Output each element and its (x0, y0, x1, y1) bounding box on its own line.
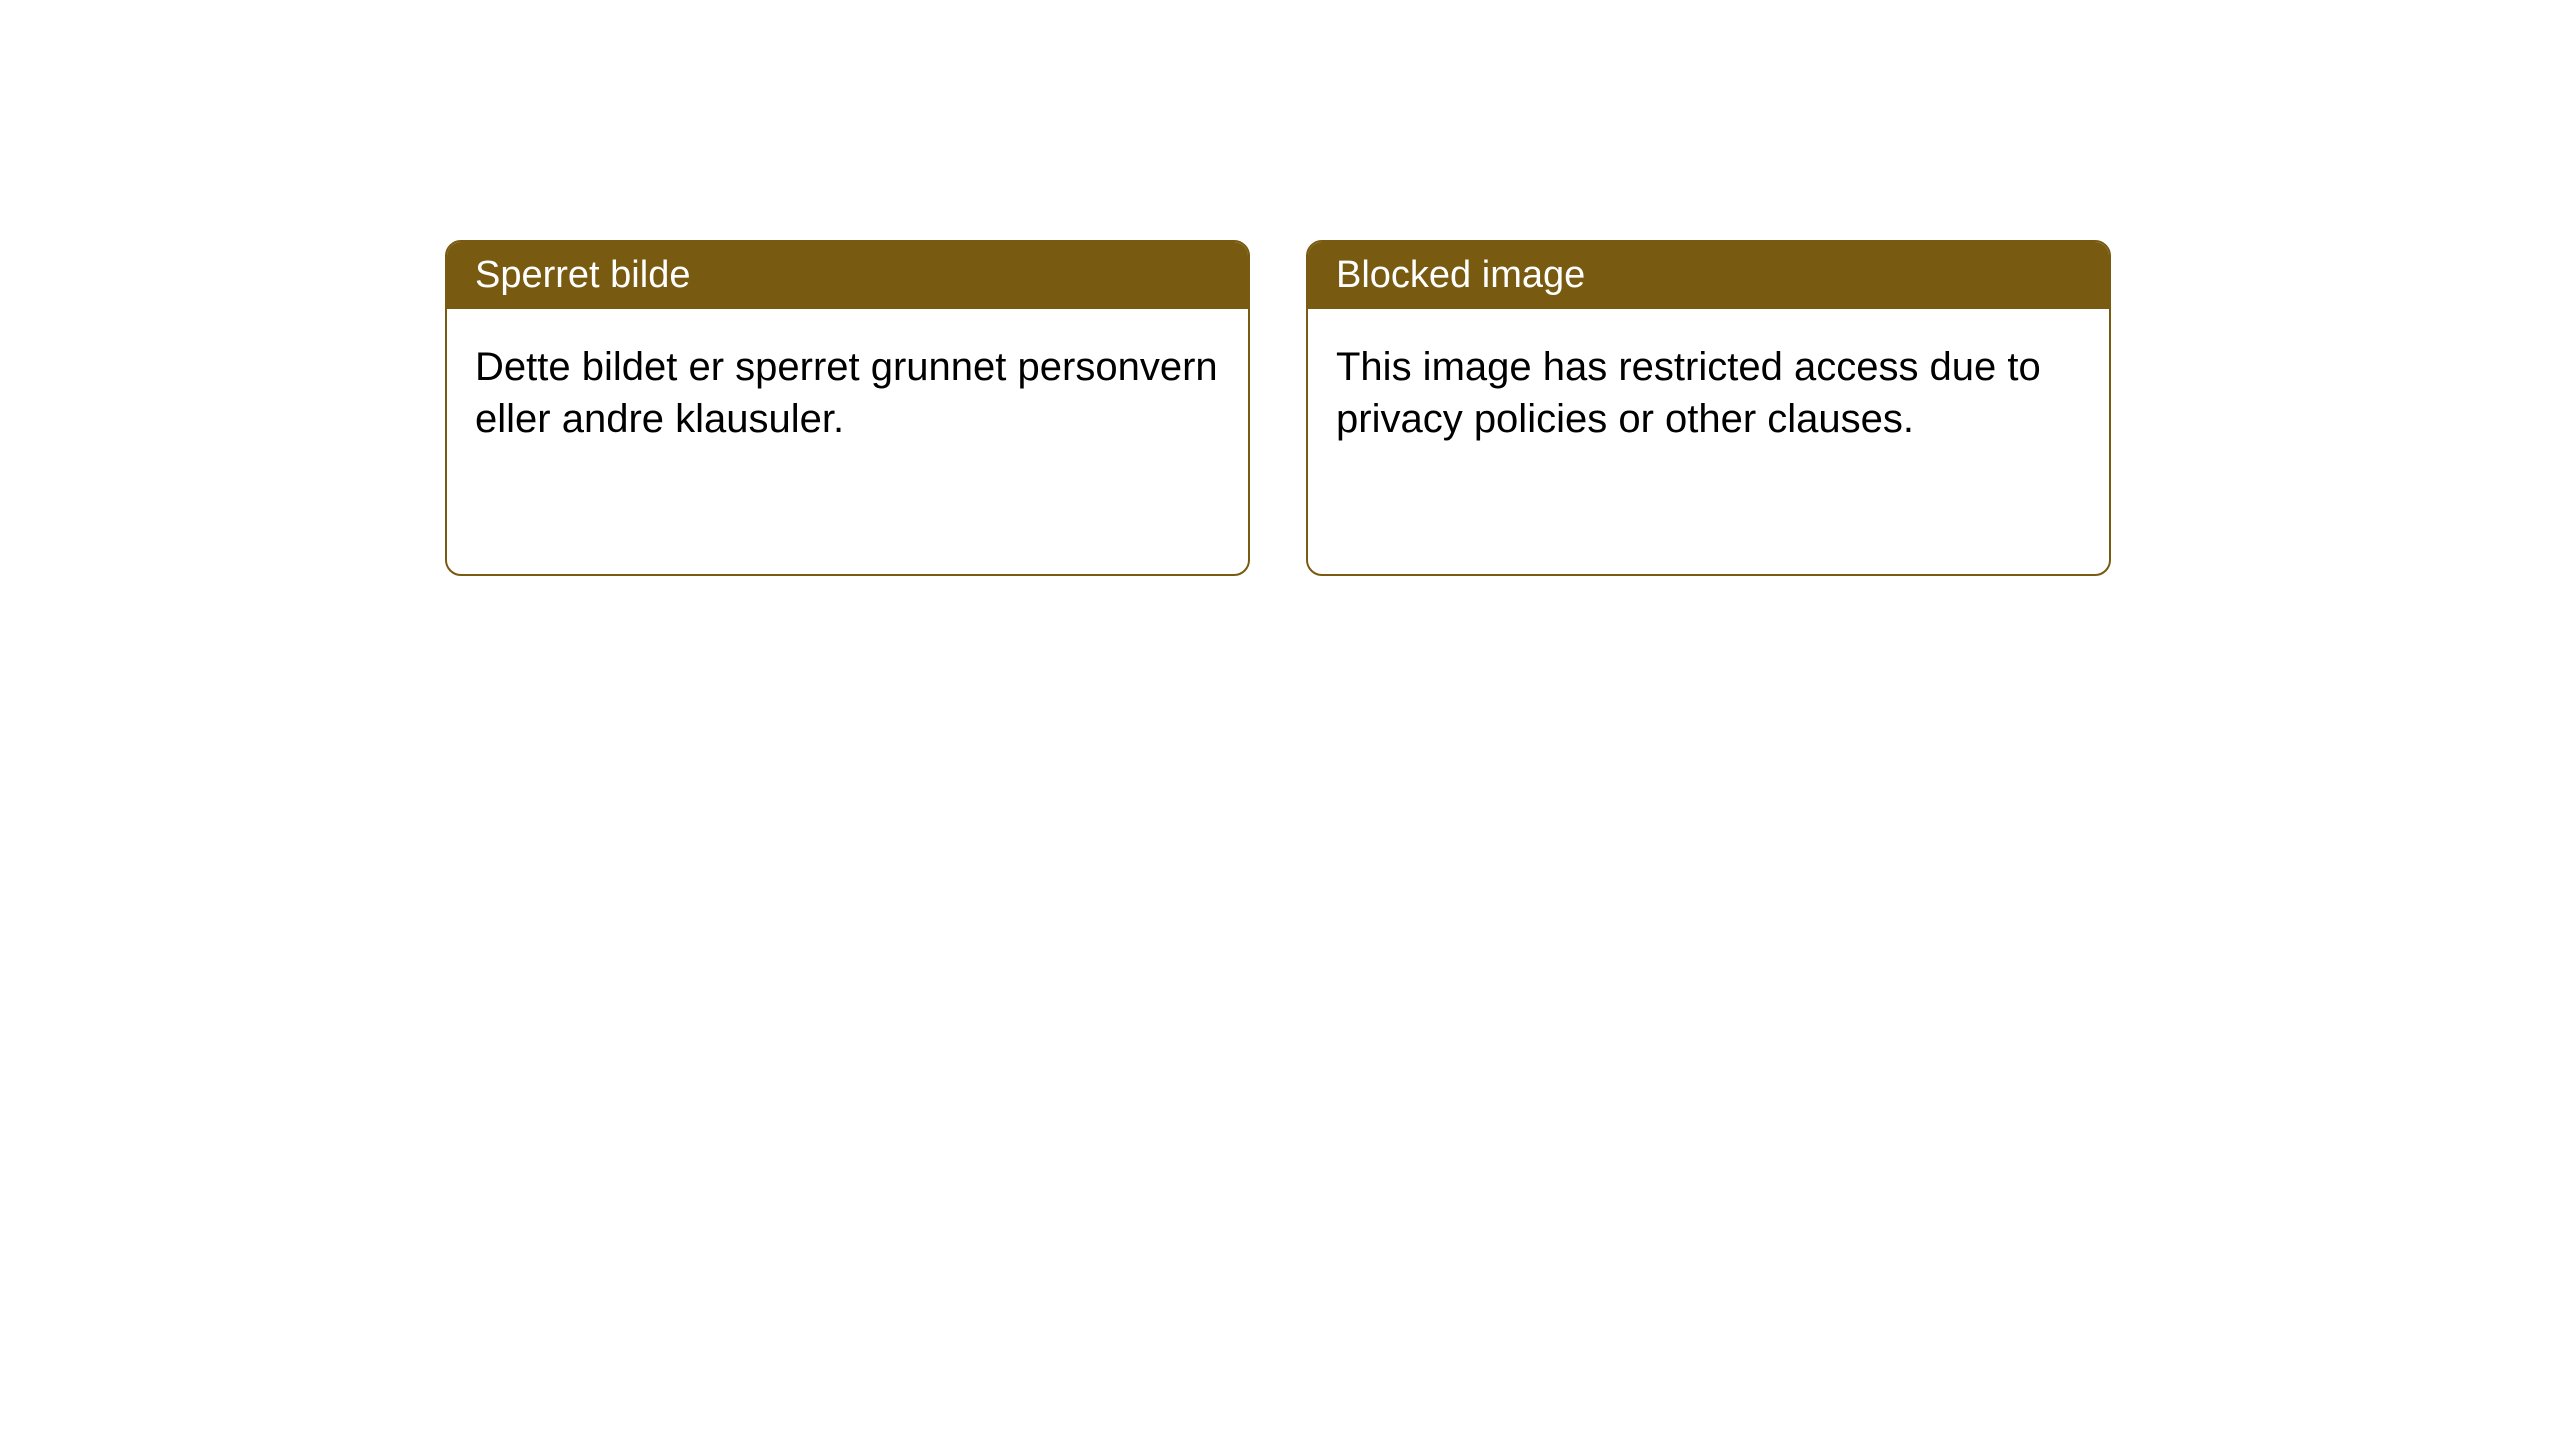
notice-cards-container: Sperret bilde Dette bildet er sperret gr… (445, 240, 2111, 576)
card-header-english: Blocked image (1308, 242, 2109, 309)
notice-card-english: Blocked image This image has restricted … (1306, 240, 2111, 576)
card-header-norwegian: Sperret bilde (447, 242, 1248, 309)
card-body-norwegian: Dette bildet er sperret grunnet personve… (447, 309, 1248, 477)
card-body-english: This image has restricted access due to … (1308, 309, 2109, 477)
notice-card-norwegian: Sperret bilde Dette bildet er sperret gr… (445, 240, 1250, 576)
